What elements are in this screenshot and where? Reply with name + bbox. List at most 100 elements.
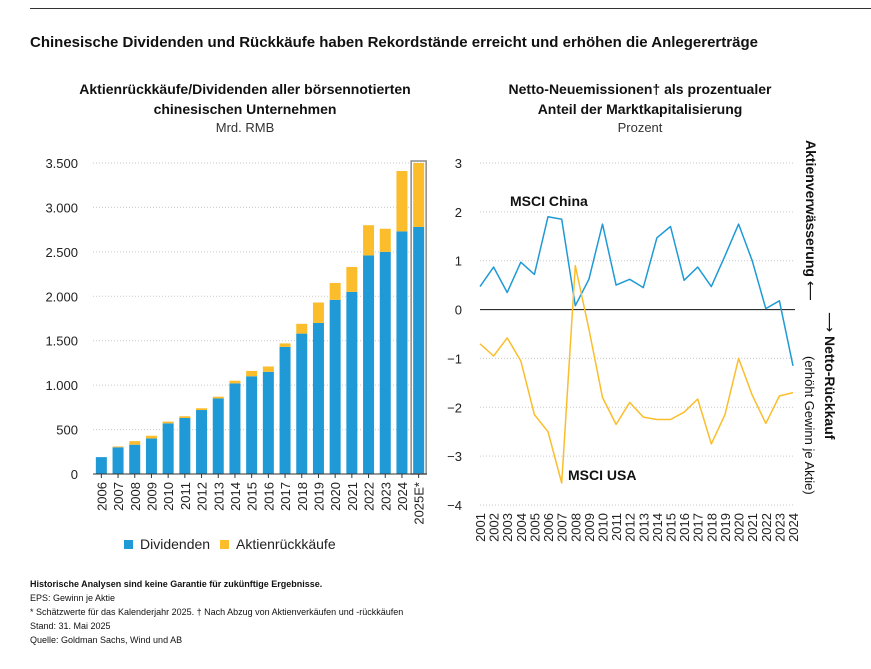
right-label-bottom: ⟶ Netto-Rückkauf <box>821 312 838 439</box>
line-y-tick-label: −2 <box>447 400 462 415</box>
line-y-tick-label: −3 <box>447 449 462 464</box>
bar-buyback <box>112 446 124 448</box>
bar-dividend <box>312 322 324 474</box>
bar-dividend <box>262 371 274 474</box>
line-x-tick-label: 2010 <box>595 513 610 542</box>
line-chart: 3 2 1 0 −1 −2 −3 −4 2001200220032004200520062007… <box>447 156 801 542</box>
bar-dividend <box>162 423 174 474</box>
buyback-label: Netto-Rückkauf <box>822 335 838 440</box>
bar-buyback <box>229 380 241 384</box>
arrow-right-icon: ⟶ <box>822 312 838 336</box>
line-x-tick-label: 2021 <box>745 513 760 542</box>
bar-x-tick-label: 2020 <box>328 482 343 511</box>
bar-buyback <box>363 225 375 256</box>
bar-x-tick-label: 2025E* <box>412 482 427 525</box>
line-y-tick-label: −1 <box>447 351 462 366</box>
line-x-tick-label: 2012 <box>623 513 638 542</box>
bar-dividend <box>196 410 208 474</box>
line-x-tick-label: 2006 <box>541 513 556 542</box>
series-label-msci-china: MSCI China <box>510 193 588 209</box>
line-x-tick-label: 2023 <box>772 513 787 542</box>
bar-y-tick-label: 0 <box>71 467 78 482</box>
bar-x-tick-label: 2019 <box>311 482 326 511</box>
series-label-msci-usa: MSCI USA <box>568 467 636 483</box>
bar-chart-title: Aktienrückkäufe/Dividenden aller börsenn… <box>30 79 460 119</box>
bar-buyback <box>413 163 425 227</box>
bar-chart-title-line2: chinesischen Unternehmen <box>153 101 337 117</box>
line-x-tick-label: 2024 <box>786 513 801 542</box>
bar-x-tick-label: 2024 <box>395 482 410 511</box>
bar-x-tick-label: 2012 <box>195 482 210 511</box>
footer-eps: EPS: Gewinn je Aktie <box>30 593 116 603</box>
legend-swatch <box>220 540 229 549</box>
line-x-tick-label: 2015 <box>664 513 679 542</box>
bar-x-tick-label: 2009 <box>144 482 159 511</box>
bar-buyback <box>246 370 258 377</box>
line-x-tick-label: 2022 <box>759 513 774 542</box>
line-x-tick-label: 2003 <box>500 513 515 542</box>
bar-dividend <box>212 398 224 474</box>
line-chart-title-line1: Netto-Neuemissionen† als prozentualer <box>508 81 772 97</box>
bar-buyback <box>145 435 157 439</box>
line-x-tick-label: 2011 <box>609 513 624 541</box>
bar-buyback <box>346 266 358 292</box>
arrow-left-icon: ⟵ <box>803 280 819 301</box>
line-x-tick-label: 2005 <box>527 513 542 542</box>
line-y-tick-label: 3 <box>455 156 462 171</box>
line-x-tick-label: 2017 <box>691 513 706 542</box>
bar-dividend <box>229 383 241 474</box>
bar-y-tick-label: 2.000 <box>45 289 78 304</box>
bar-y-tick-label: 2.500 <box>45 245 78 260</box>
bar-dividend <box>129 444 141 474</box>
line-y-tick-label: −4 <box>447 498 462 513</box>
bar-buyback <box>312 302 324 323</box>
bar-y-tick-label: 3.500 <box>45 156 78 171</box>
line-y-tick-label: 2 <box>455 205 462 220</box>
bar-buyback <box>296 323 308 334</box>
line-x-tick-label: 2007 <box>555 513 570 542</box>
footer-source: Quelle: Goldman Sachs, Wind und AB <box>30 635 183 645</box>
bar-buyback <box>129 441 141 445</box>
line-x-tick-label: 2008 <box>568 513 583 542</box>
bar-buyback <box>329 282 341 300</box>
bar-buyback <box>396 170 408 232</box>
bar-x-tick-label: 2017 <box>278 482 293 511</box>
bar-dividend <box>145 438 157 474</box>
bar-chart-title-line1: Aktienrückkäufe/Dividenden aller börsenn… <box>79 81 411 97</box>
right-label-bottom-sub: (erhöht Gewinn je Aktie) <box>802 356 817 495</box>
line-x-tick-label: 2018 <box>704 513 719 542</box>
line-chart-title: Netto-Neuemissionen† als prozentualer An… <box>460 79 820 119</box>
bar-dividend <box>379 251 391 474</box>
line-x-tick-label: 2004 <box>514 513 529 542</box>
legend-label: Dividenden <box>140 536 210 552</box>
bar-dividend <box>179 418 191 474</box>
bar-dividend <box>112 447 124 474</box>
dilution-label: Aktienverwässerung <box>803 140 819 277</box>
bar-x-tick-label: 2022 <box>362 482 377 511</box>
bar-y-tick-label: 3.000 <box>45 200 78 215</box>
bar-dividend <box>363 255 375 474</box>
bar-buyback <box>162 421 174 424</box>
legend-swatch <box>124 540 133 549</box>
bar-dividend <box>329 299 341 474</box>
bar-x-tick-label: 2014 <box>228 482 243 511</box>
line-x-tick-label: 2019 <box>718 513 733 542</box>
bar-x-tick-label: 2016 <box>261 482 276 511</box>
series-line-msci-china <box>479 215 794 366</box>
line-chart-subtitle: Prozent <box>617 120 663 135</box>
line-chart-title-line2: Anteil der Marktkapitalisierung <box>537 101 743 117</box>
bar-x-tick-label: 2006 <box>94 482 109 511</box>
line-x-tick-label: 2016 <box>677 513 692 542</box>
legend-label: Aktienrückkäufe <box>236 536 336 552</box>
bar-y-tick-label: 1.500 <box>45 334 78 349</box>
bar-dividend <box>413 226 425 474</box>
bar-x-tick-label: 2011 <box>178 482 193 510</box>
series-line-msci-usa <box>479 264 794 484</box>
bar-buyback <box>262 366 274 372</box>
bar-x-tick-label: 2018 <box>295 482 310 511</box>
bar-x-tick-label: 2008 <box>128 482 143 511</box>
bar-y-tick-label: 1.000 <box>45 378 78 393</box>
line-y-tick-label: 1 <box>455 254 462 269</box>
